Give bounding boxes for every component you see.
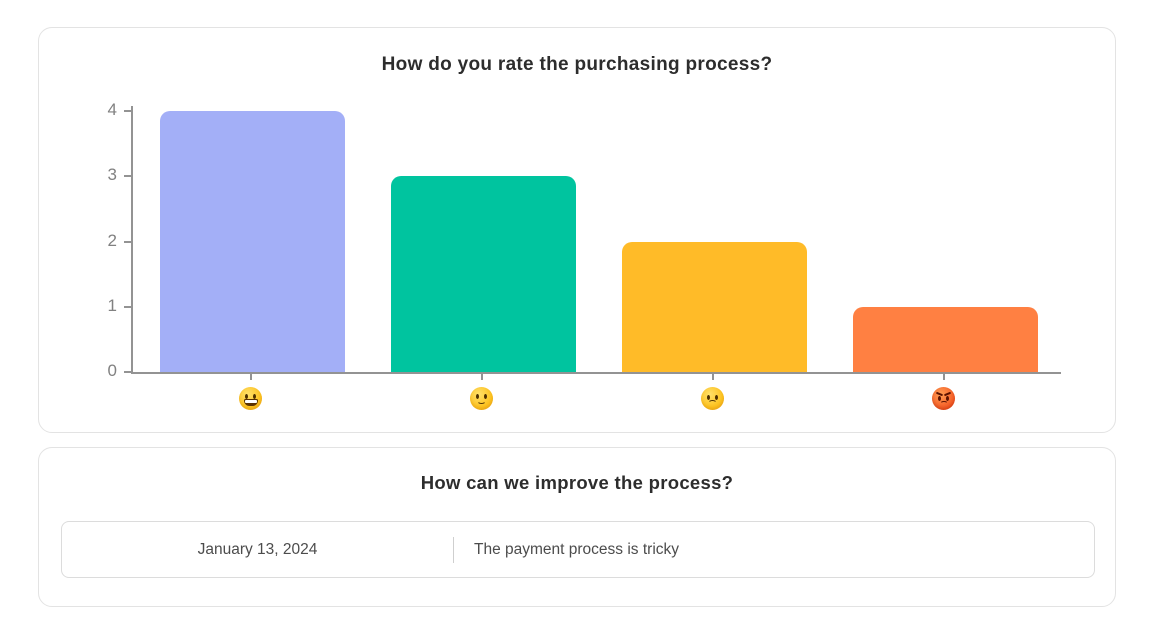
y-tick-label: 1 bbox=[107, 295, 117, 315]
bars-group bbox=[160, 111, 1038, 372]
x-label-frowning-face bbox=[620, 374, 805, 410]
bar-slightly-smiling-face bbox=[391, 176, 576, 372]
y-tick-mark bbox=[124, 110, 132, 112]
bar-frowning-face bbox=[622, 241, 807, 372]
y-tick-mark bbox=[124, 240, 132, 243]
feedback-date: January 13, 2024 bbox=[197, 540, 318, 558]
x-tick-mark bbox=[711, 374, 714, 380]
x-label-grinning-face bbox=[158, 374, 343, 410]
y-tick-mark bbox=[124, 305, 132, 308]
plot-area: 0 1 2 3 4 bbox=[108, 100, 1061, 380]
feedback-card: How can we improve the process? January … bbox=[38, 447, 1116, 607]
rating-bar-chart: 0 1 2 3 4 bbox=[39, 28, 1115, 432]
x-label-slightly-smiling-face bbox=[389, 374, 574, 410]
slightly-smiling-face-icon bbox=[470, 387, 493, 410]
grinning-face-icon bbox=[239, 387, 262, 410]
y-tick-label: 0 bbox=[107, 361, 117, 380]
x-label-angry-face bbox=[851, 374, 1036, 410]
bar-grinning-face bbox=[160, 111, 345, 372]
x-axis-labels bbox=[158, 374, 1036, 410]
y-tick-label: 3 bbox=[107, 165, 117, 185]
feedback-comment: The payment process is tricky bbox=[474, 540, 680, 558]
vertical-divider bbox=[453, 536, 454, 563]
frowning-face-icon bbox=[701, 387, 724, 410]
y-tick-mark bbox=[124, 371, 132, 373]
chart-title: How do you rate the purchasing process? bbox=[381, 54, 773, 75]
x-tick-mark bbox=[480, 374, 483, 380]
x-tick-mark bbox=[942, 374, 945, 380]
y-tick-label: 2 bbox=[107, 230, 117, 250]
y-tick-mark bbox=[124, 175, 132, 178]
y-tick-label: 4 bbox=[107, 100, 117, 119]
angry-face-icon bbox=[932, 387, 955, 410]
rating-chart-card: How do you rate the purchasing process? … bbox=[38, 27, 1116, 433]
bar-angry-face bbox=[853, 306, 1038, 372]
x-tick-mark bbox=[249, 374, 252, 380]
feedback-entry-row: January 13, 2024 The payment process is t… bbox=[61, 521, 1095, 578]
feedback-title: How can we improve the process? bbox=[420, 472, 734, 493]
